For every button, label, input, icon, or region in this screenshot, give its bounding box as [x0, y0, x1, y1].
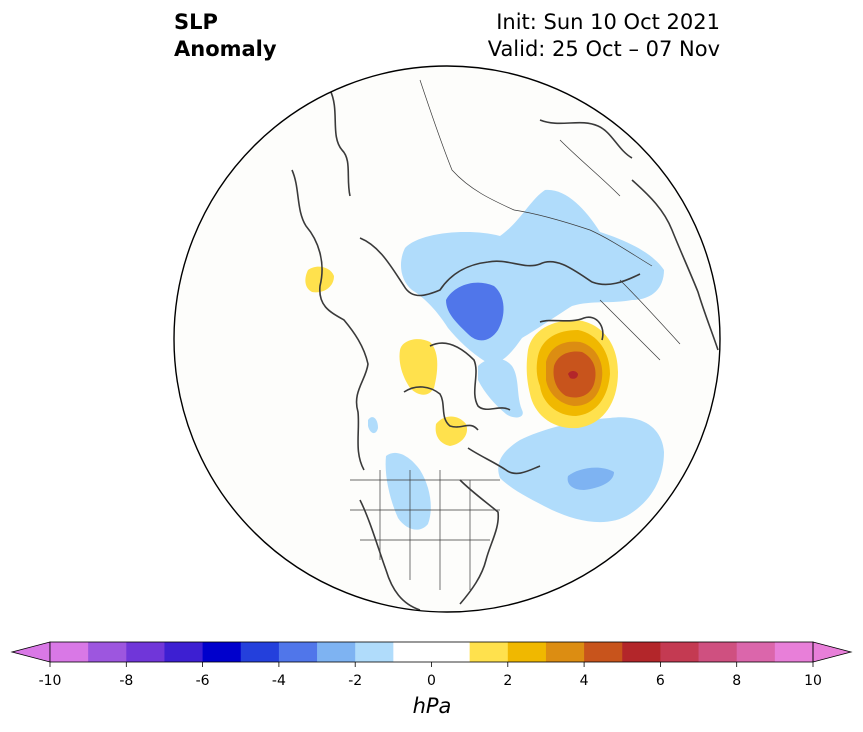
colorbar-units: hPa [412, 694, 452, 718]
colorbar-segment [278, 642, 318, 662]
colorbar-segment [317, 642, 356, 662]
positive-anomaly-greenland-east [526, 320, 618, 429]
colorbar-segment [736, 642, 776, 662]
polar-map [173, 65, 721, 613]
colorbar-segment [584, 642, 623, 662]
map-title: SLP Anomaly [174, 9, 277, 63]
valid-range: Valid: 25 Oct – 07 Nov [487, 37, 720, 61]
colorbar [10, 641, 853, 667]
colorbar-segment [545, 642, 585, 662]
negative-anomaly-north-atlantic-core [567, 467, 614, 490]
title-variable: SLP [174, 10, 218, 34]
colorbar-extend-max [812, 641, 853, 663]
colorbar-tick-label: -6 [195, 673, 210, 689]
forecast-dates: Init: Sun 10 Oct 2021 Valid: 25 Oct – 07… [488, 9, 720, 63]
colorbar-segment [660, 642, 700, 662]
negative-anomaly-eastern-north-america [385, 452, 431, 530]
colorbar-segment [50, 642, 89, 662]
colorbar-segment [774, 642, 814, 662]
positive-anomaly-hudson-bay [435, 416, 468, 446]
positive-anomaly-arctic-archipelago [399, 339, 438, 395]
globe-background [174, 66, 720, 612]
colorbar-tick-label: -8 [119, 673, 134, 689]
colorbar-segment [507, 642, 547, 662]
colorbar-segment [88, 642, 127, 662]
globe-boundary [173, 65, 721, 613]
colorbar-tick-label: 10 [804, 673, 822, 689]
positive-anomaly-alaska-bering [305, 266, 334, 293]
colorbar-extend-min [10, 641, 51, 663]
coastlines [291, 89, 719, 611]
colorbar-tick-label: 2 [503, 673, 513, 689]
colorbar-segment [164, 642, 204, 662]
negative-anomaly-barents-core [446, 282, 504, 341]
colorbar-segment [202, 642, 242, 662]
colorbar-segment [355, 642, 394, 662]
colorbar-segment [469, 642, 509, 662]
colorbar-tick-label: 0 [427, 673, 436, 689]
colorbar-tick-label: -10 [38, 673, 62, 689]
political-borders [350, 79, 681, 590]
colorbar-segment [393, 642, 432, 662]
colorbar-tick-label: 4 [579, 673, 589, 689]
init-date: Init: Sun 10 Oct 2021 [496, 10, 720, 34]
colorbar-segment [698, 642, 738, 662]
title-variable-type: Anomaly [174, 37, 277, 61]
colorbar-segment [240, 642, 280, 662]
colorbar-tick-label: -2 [348, 673, 363, 689]
colorbar-segment [126, 642, 165, 662]
colorbar-tick-label: -4 [271, 673, 286, 689]
colorbar-segment [431, 642, 471, 662]
negative-anomaly-greenland-sea [478, 358, 523, 418]
colorbar-segment [622, 642, 661, 662]
colorbar-tick-label: 6 [655, 673, 665, 689]
negative-anomaly-labrador [368, 417, 378, 434]
colorbar-tick-label: 8 [732, 673, 742, 689]
